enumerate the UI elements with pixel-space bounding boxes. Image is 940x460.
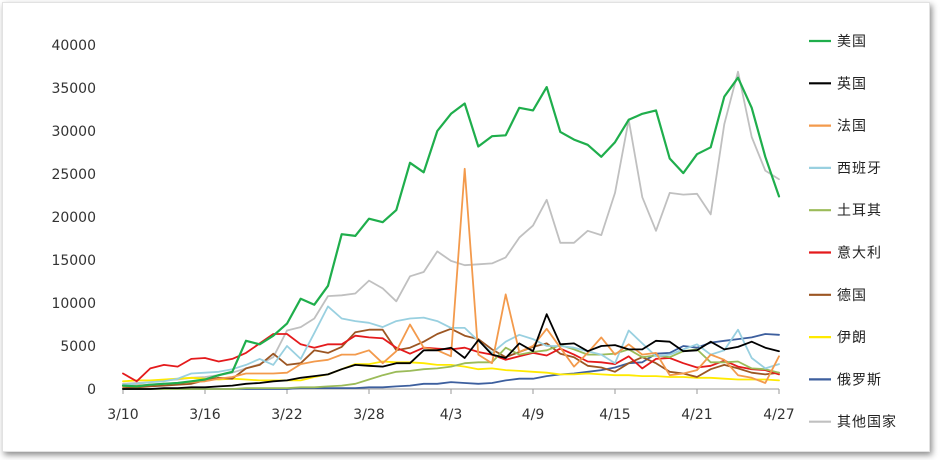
x-tick-label: 3/10 (107, 407, 138, 423)
x-tick-label: 4/21 (681, 407, 712, 423)
x-tick-label: 3/28 (353, 407, 384, 423)
legend-label: 俄罗斯 (837, 372, 882, 388)
x-tick-label: 4/27 (763, 407, 794, 423)
legend-label: 美国 (837, 34, 867, 50)
legend-label: 伊朗 (837, 330, 867, 346)
legend-label: 德国 (837, 288, 867, 304)
x-tick-label: 3/16 (189, 407, 221, 423)
series-line-4 (122, 344, 780, 390)
y-tick-label: 5000 (60, 339, 96, 355)
legend-label: 土耳其 (837, 203, 882, 219)
y-tick-label: 40000 (51, 38, 96, 54)
line-chart: 0 5000 10000 15000 20000 25000 30000 35000 40000… (51, 34, 897, 431)
x-tick-label: 4/15 (599, 407, 630, 423)
y-tick-label: 15000 (51, 253, 96, 269)
y-tick-label: 10000 (51, 296, 96, 312)
axes: 0 5000 10000 15000 20000 25000 30000 35000 40000… (51, 38, 794, 423)
y-tick-label: 20000 (51, 210, 96, 226)
legend-label: 其他国家 (837, 414, 897, 431)
x-tick-label: 3/22 (271, 407, 302, 423)
series-line-9 (122, 70, 780, 385)
x-tick-label: 4/9 (522, 407, 545, 423)
y-tick-label: 30000 (51, 124, 96, 140)
legend-label: 英国 (837, 75, 867, 92)
legend-label: 法国 (837, 119, 867, 135)
legend-label: 意大利 (837, 245, 882, 262)
chart-frame: 0 5000 10000 15000 20000 25000 30000 35000 40000… (2, 2, 930, 452)
x-tick-label: 4/3 (440, 407, 463, 423)
series-line-1 (122, 313, 780, 390)
series-line-0 (121, 76, 781, 388)
series-line-2 (122, 167, 780, 388)
y-tick-label: 0 (87, 382, 96, 398)
y-tick-label: 25000 (51, 167, 96, 183)
series-lines (121, 70, 781, 390)
legend-label: 西班牙 (837, 161, 882, 177)
y-tick-label: 35000 (51, 81, 96, 97)
